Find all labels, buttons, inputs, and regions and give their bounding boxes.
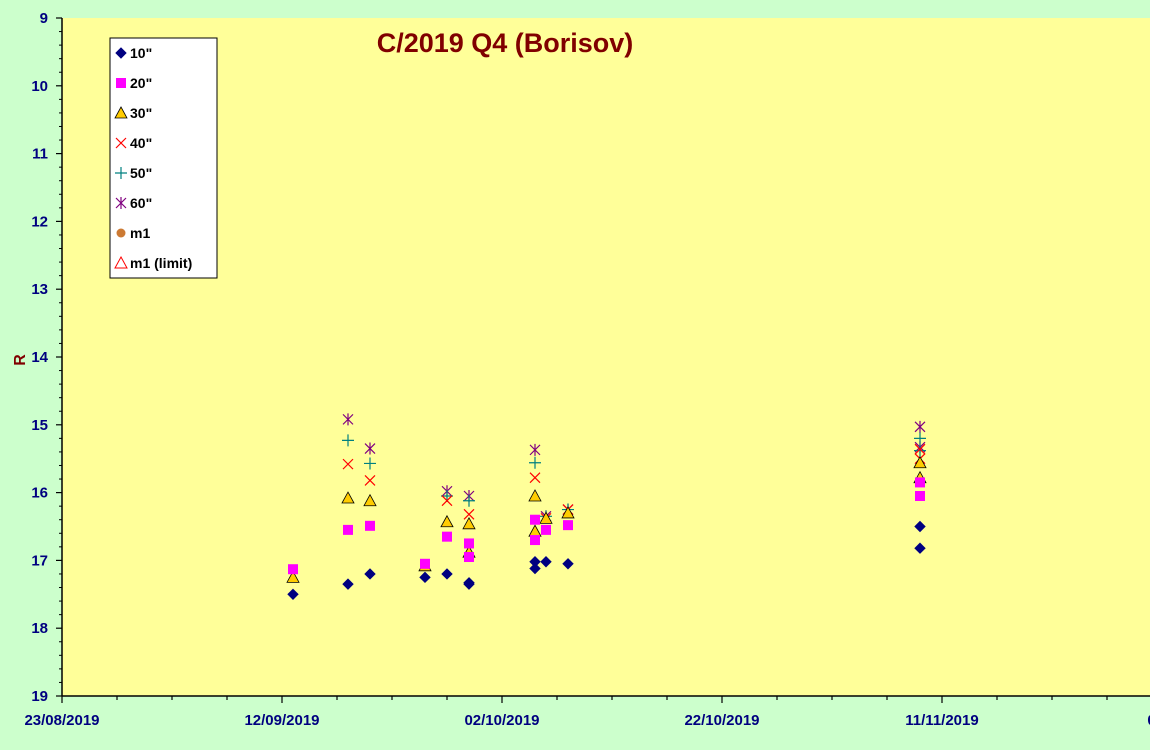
legend-label: m1 (limit) — [130, 255, 192, 271]
legend-marker — [115, 167, 127, 179]
y-tick-label: 16 — [31, 485, 48, 502]
x-tick-label: 23/08/2019 — [24, 712, 99, 729]
y-tick-label: 10 — [31, 78, 48, 95]
data-point-10 — [914, 520, 926, 533]
chart-title: C/2019 Q4 (Borisov) — [377, 28, 634, 58]
data-point-10 — [364, 568, 376, 580]
data-point-40 — [914, 443, 926, 455]
legend-marker — [114, 106, 128, 119]
data-point-60 — [342, 413, 354, 426]
data-point-20 — [442, 531, 452, 542]
legend-label: 20" — [130, 75, 152, 91]
legend-label: 40" — [130, 135, 152, 151]
data-point-30 — [539, 511, 553, 524]
data-point-20 — [464, 552, 474, 563]
data-point-50 — [364, 457, 376, 470]
y-tick-label: 14 — [31, 349, 48, 366]
data-point-10 — [540, 556, 552, 568]
data-point-20 — [420, 558, 430, 569]
legend-label: 60" — [130, 195, 152, 211]
data-point-10 — [562, 558, 574, 570]
data-point-40 — [364, 474, 376, 486]
y-tick-label: 12 — [31, 213, 48, 230]
data-point-60 — [914, 420, 926, 433]
legend-marker — [115, 197, 127, 209]
legend-label: m1 — [130, 225, 150, 241]
data-point-20 — [915, 490, 925, 501]
x-tick-label: 01/1 — [1147, 712, 1150, 729]
data-point-20 — [915, 477, 925, 488]
data-point-50 — [914, 432, 926, 445]
legend-marker — [116, 78, 126, 88]
data-point-50 — [529, 456, 541, 469]
data-point-10 — [529, 562, 541, 575]
legend-items: 10" 20" 30" 40" 50" 60" m1 m1 (limit) — [114, 45, 192, 271]
legend-label: 50" — [130, 165, 152, 181]
data-point-10 — [419, 571, 431, 584]
plot-area — [62, 18, 1150, 696]
x-axis-ticks: 23/08/2019 12/09/2019 02/10/2019 22/10/2019… — [24, 696, 1150, 729]
legend-box — [109, 37, 218, 279]
y-tick-label: 11 — [32, 146, 48, 163]
data-point-30 — [913, 455, 927, 469]
data-point-10 — [914, 542, 926, 554]
data-point-20 — [343, 524, 353, 535]
x-tick-label: 02/10/2019 — [464, 712, 539, 729]
data-point-50 — [463, 494, 475, 507]
data-points — [286, 413, 927, 601]
y-axis-title: R — [12, 354, 29, 366]
y-axis-ticks: 9 10 11 12 13 14 15 16 17 18 19 — [31, 10, 62, 705]
data-point-10 — [463, 577, 475, 589]
y-tick-label: 19 — [31, 688, 48, 705]
data-point-20 — [530, 514, 540, 525]
legend: 10" 20" 30" 40" 50" 60" m1 m1 (limit) — [109, 37, 218, 279]
data-point-30 — [561, 506, 575, 519]
legend-marker — [115, 137, 127, 149]
data-point-40 — [463, 508, 475, 520]
y-tick-label: 9 — [40, 10, 48, 27]
x-tick-label: 12/09/2019 — [244, 712, 319, 729]
data-point-10 — [287, 588, 299, 601]
data-point-40 — [342, 458, 354, 470]
y-tick-label: 18 — [31, 620, 48, 637]
legend-label: 10" — [130, 45, 152, 61]
data-point-20 — [530, 535, 540, 546]
legend-marker — [116, 228, 126, 238]
data-point-20 — [288, 564, 298, 575]
data-point-30 — [528, 489, 542, 502]
data-point-30 — [462, 516, 476, 530]
legend-marker — [114, 255, 128, 269]
legend-marker — [115, 47, 127, 59]
data-point-40 — [529, 472, 541, 484]
y-tick-label: 17 — [31, 552, 48, 569]
data-point-30 — [363, 493, 377, 507]
data-point-10 — [441, 568, 453, 580]
y-tick-label: 15 — [31, 417, 48, 434]
data-point-50 — [342, 434, 354, 447]
data-point-30 — [341, 491, 355, 504]
data-point-20 — [464, 538, 474, 549]
data-point-20 — [563, 520, 573, 531]
data-point-30 — [286, 570, 300, 583]
y-tick-label: 13 — [31, 281, 48, 298]
data-point-30 — [440, 514, 454, 528]
data-point-20 — [365, 520, 375, 531]
legend-label: 30" — [130, 105, 152, 121]
x-tick-label: 22/10/2019 — [684, 712, 759, 729]
x-tick-label: 11/11/2019 — [905, 712, 978, 729]
data-point-40 — [441, 495, 453, 507]
data-point-60 — [364, 442, 376, 455]
data-point-20 — [541, 524, 551, 535]
data-point-50 — [914, 444, 926, 457]
data-point-10 — [342, 578, 354, 590]
data-point-60 — [529, 443, 541, 456]
